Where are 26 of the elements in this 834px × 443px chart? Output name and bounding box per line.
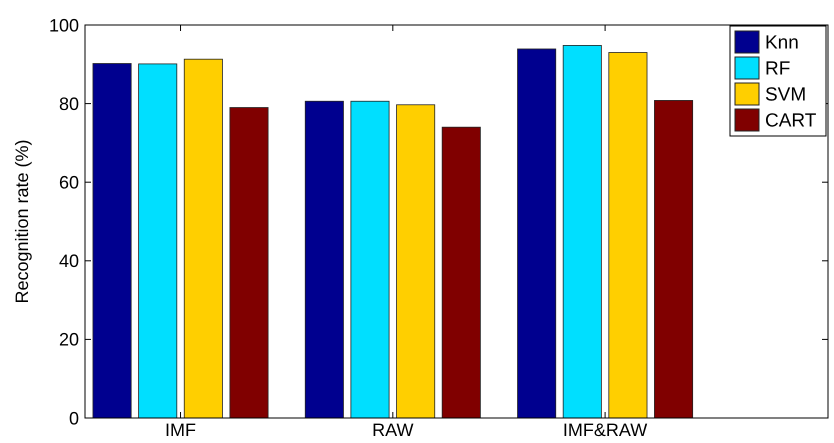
y-tick-label: 0 [68, 408, 79, 428]
bar [304, 100, 344, 418]
bar [350, 100, 390, 418]
bar [608, 52, 648, 418]
bar [654, 100, 694, 418]
y-tick-label: 100 [48, 15, 79, 36]
bar [396, 104, 436, 418]
bar [92, 63, 132, 418]
legend-label: CART [765, 110, 817, 132]
bar [562, 45, 602, 418]
bar [138, 64, 178, 418]
x-tick-label: IMF [165, 420, 196, 440]
bar [517, 48, 556, 418]
y-tick-label: 20 [58, 330, 79, 350]
y-tick-label: 80 [58, 94, 79, 114]
y-axis-title: Recognition rate (%) [12, 139, 32, 304]
y-tick-label: 60 [58, 172, 79, 192]
legend-label: RF [765, 58, 790, 80]
bar [442, 126, 481, 418]
bar [229, 107, 268, 418]
legend-label: SVM [765, 84, 806, 106]
legend-label: Knn [765, 32, 799, 54]
y-tick-label: 40 [58, 251, 79, 272]
x-tick-label: IMF&RAW [562, 420, 648, 440]
bar [184, 58, 223, 418]
x-tick-label: RAW [372, 420, 414, 440]
